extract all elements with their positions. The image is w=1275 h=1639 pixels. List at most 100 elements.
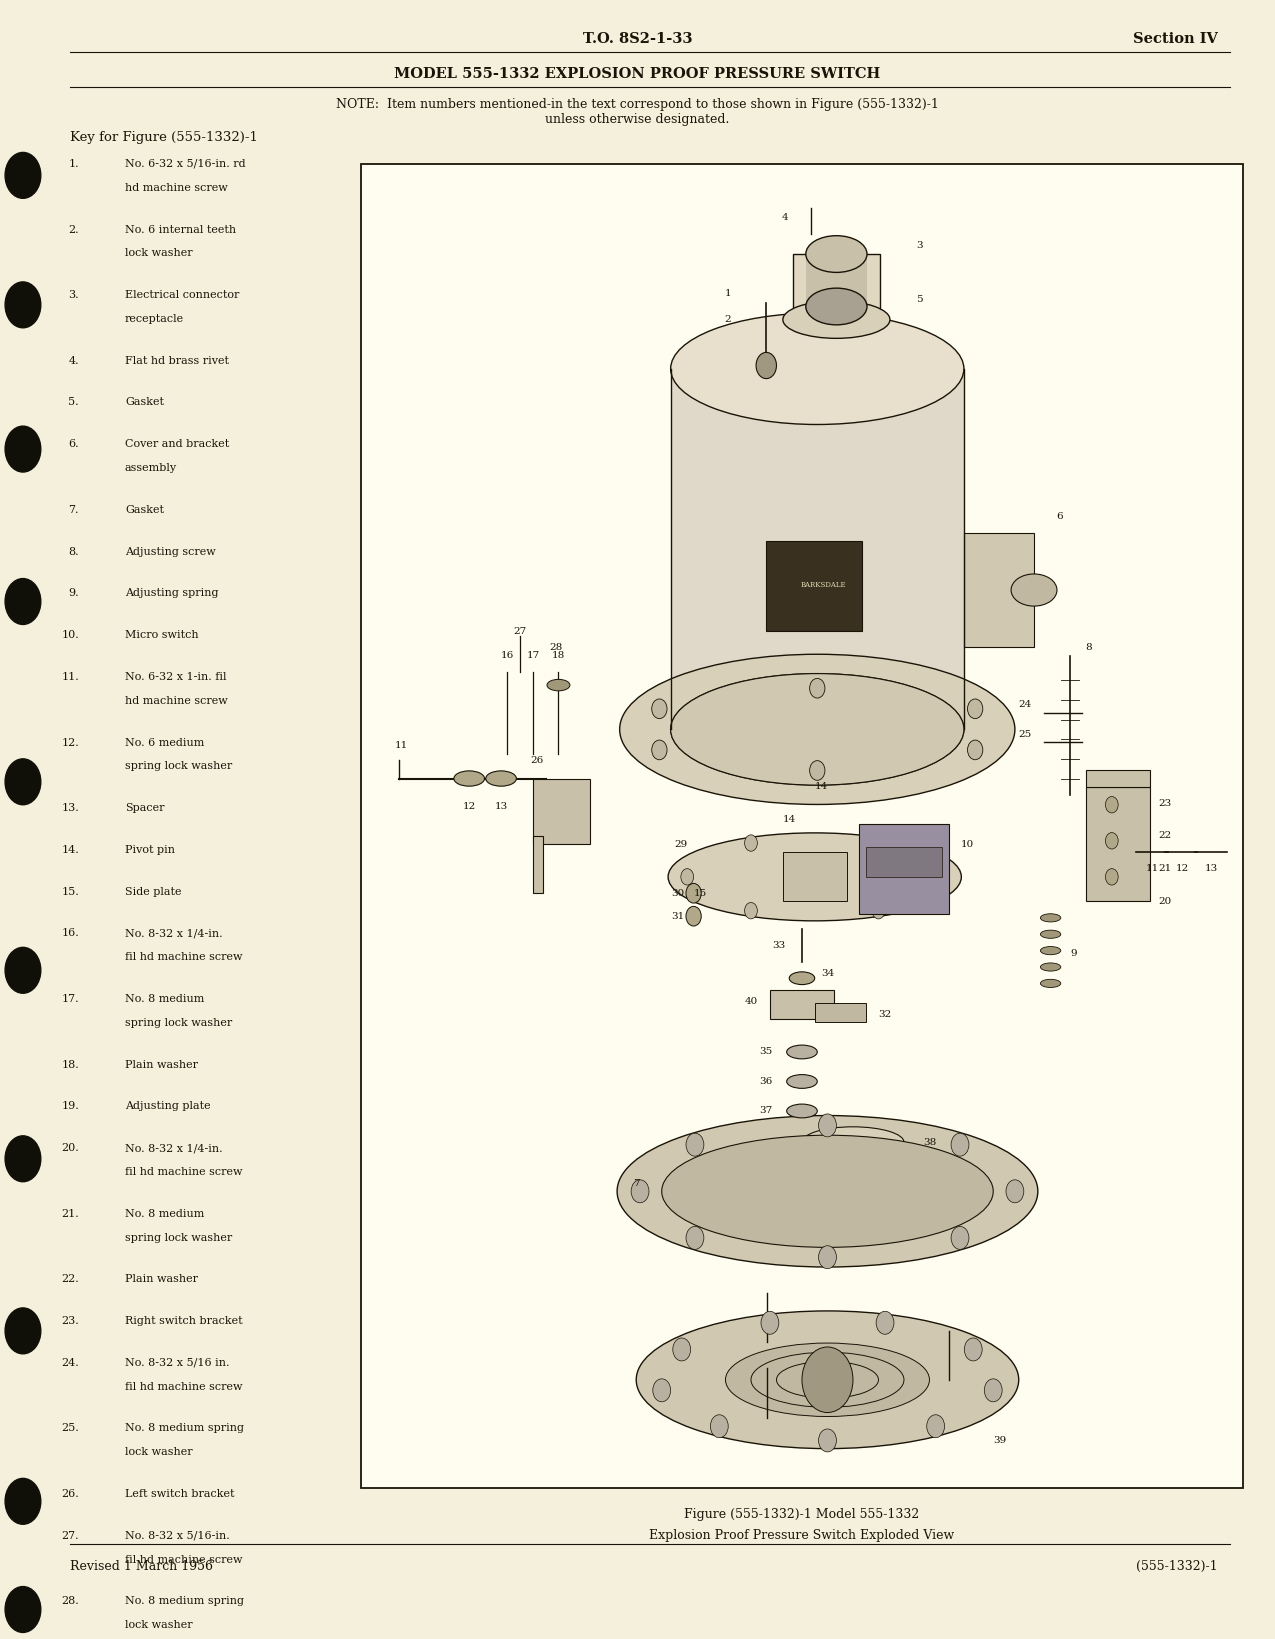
Text: assembly: assembly	[125, 462, 177, 474]
Text: Adjusting spring: Adjusting spring	[125, 588, 218, 598]
Text: Explosion Proof Pressure Switch Exploded View: Explosion Proof Pressure Switch Exploded…	[649, 1529, 955, 1542]
Text: Key for Figure (555-1332)-1: Key for Figure (555-1332)-1	[70, 131, 258, 144]
Text: 13: 13	[495, 801, 507, 811]
Text: 19.: 19.	[61, 1101, 79, 1111]
Text: 8: 8	[1085, 642, 1093, 652]
Text: 40: 40	[745, 997, 757, 1006]
Text: 9: 9	[1070, 949, 1077, 959]
Text: Flat hd brass rivet: Flat hd brass rivet	[125, 356, 230, 365]
Text: 15: 15	[694, 888, 706, 898]
Circle shape	[652, 741, 667, 760]
Circle shape	[5, 1136, 41, 1182]
Text: spring lock washer: spring lock washer	[125, 760, 232, 772]
Text: 7.: 7.	[69, 505, 79, 515]
Text: lock washer: lock washer	[125, 247, 193, 259]
Text: NOTE:  Item numbers mentioned‐in the text correspond to those shown in Figure (5: NOTE: Item numbers mentioned‐in the text…	[337, 98, 938, 111]
Text: 32: 32	[878, 1010, 891, 1019]
Ellipse shape	[776, 1362, 878, 1398]
Bar	[533, 779, 590, 844]
Text: Right switch bracket: Right switch bracket	[125, 1316, 242, 1326]
Circle shape	[5, 282, 41, 328]
Text: Side plate: Side plate	[125, 887, 181, 897]
Text: Revised 1 March 1956: Revised 1 March 1956	[70, 1560, 213, 1573]
Text: 26.: 26.	[61, 1490, 79, 1500]
Ellipse shape	[547, 679, 570, 692]
Ellipse shape	[787, 1075, 817, 1088]
Text: 5.: 5.	[69, 398, 79, 408]
Circle shape	[5, 1308, 41, 1354]
Text: 36: 36	[760, 1077, 773, 1087]
Circle shape	[1105, 797, 1118, 813]
Text: Gasket: Gasket	[125, 398, 164, 408]
Text: 34: 34	[821, 969, 834, 978]
Text: No. 8-32 x 1/4-in.: No. 8-32 x 1/4-in.	[125, 1144, 223, 1154]
Circle shape	[5, 152, 41, 198]
Text: No. 8 medium: No. 8 medium	[125, 993, 204, 1005]
Circle shape	[686, 1133, 704, 1155]
Text: 11: 11	[395, 741, 408, 751]
Circle shape	[710, 1414, 728, 1437]
Circle shape	[1006, 1180, 1024, 1203]
Text: lock washer: lock washer	[125, 1447, 193, 1457]
Text: Cover and bracket: Cover and bracket	[125, 439, 230, 449]
Text: 12: 12	[463, 801, 476, 811]
Text: 21.: 21.	[61, 1210, 79, 1219]
Circle shape	[872, 834, 885, 851]
Text: Gasket: Gasket	[125, 505, 164, 515]
Bar	[793, 254, 880, 320]
Text: Adjusting screw: Adjusting screw	[125, 547, 215, 557]
Ellipse shape	[1040, 980, 1061, 987]
Ellipse shape	[802, 1128, 904, 1157]
Text: No. 8-32 x 5/16 in.: No. 8-32 x 5/16 in.	[125, 1357, 230, 1369]
Text: spring lock washer: spring lock washer	[125, 1233, 232, 1242]
Text: No. 6 medium: No. 6 medium	[125, 738, 204, 747]
Ellipse shape	[751, 1352, 904, 1408]
Text: 11: 11	[1146, 864, 1159, 874]
Circle shape	[745, 903, 757, 919]
Bar	[770, 990, 834, 1019]
Text: 17: 17	[527, 651, 539, 661]
Text: No. 6-32 x 1-in. fil: No. 6-32 x 1-in. fil	[125, 672, 227, 682]
Circle shape	[5, 1478, 41, 1524]
Text: 31: 31	[672, 911, 685, 921]
Ellipse shape	[787, 1046, 817, 1059]
Bar	[815, 1003, 866, 1023]
Text: 27.: 27.	[61, 1531, 79, 1541]
Text: MODEL 555-1332 EXPLOSION PROOF PRESSURE SWITCH: MODEL 555-1332 EXPLOSION PROOF PRESSURE …	[394, 67, 881, 80]
Circle shape	[951, 1226, 969, 1249]
Text: 8.: 8.	[69, 547, 79, 557]
Circle shape	[927, 1414, 945, 1437]
Bar	[783, 852, 847, 901]
Text: fil hd machine screw: fil hd machine screw	[125, 1554, 242, 1565]
Circle shape	[872, 903, 885, 919]
Circle shape	[819, 1115, 836, 1137]
Ellipse shape	[617, 1116, 1038, 1267]
Text: 28.: 28.	[61, 1596, 79, 1606]
Text: 11.: 11.	[61, 672, 79, 682]
Ellipse shape	[671, 674, 964, 785]
Text: No. 6 internal teeth: No. 6 internal teeth	[125, 225, 236, 234]
Bar	[866, 847, 942, 877]
Circle shape	[968, 698, 983, 718]
Text: No. 8-32 x 1/4-in.: No. 8-32 x 1/4-in.	[125, 928, 223, 939]
Text: 22.: 22.	[61, 1275, 79, 1285]
Circle shape	[673, 1337, 691, 1360]
Text: 14: 14	[815, 782, 827, 792]
Text: 10.: 10.	[61, 629, 79, 641]
Circle shape	[5, 1587, 41, 1632]
Text: 35: 35	[760, 1047, 773, 1057]
Ellipse shape	[1040, 964, 1061, 970]
Text: 4.: 4.	[69, 356, 79, 365]
Text: Section IV: Section IV	[1132, 31, 1218, 46]
Ellipse shape	[783, 302, 890, 338]
Ellipse shape	[668, 833, 961, 921]
Text: 28: 28	[550, 642, 562, 652]
Text: 25.: 25.	[61, 1423, 79, 1434]
Text: lock washer: lock washer	[125, 1619, 193, 1631]
Text: fil hd machine screw: fil hd machine screw	[125, 1167, 242, 1177]
Text: Pivot pin: Pivot pin	[125, 846, 175, 856]
Ellipse shape	[789, 972, 815, 985]
Text: Figure (555-1332)-1 Model 555-1332: Figure (555-1332)-1 Model 555-1332	[685, 1508, 919, 1521]
Text: (555-1332)-1: (555-1332)-1	[1136, 1560, 1218, 1573]
Text: fil hd machine screw: fil hd machine screw	[125, 1382, 242, 1392]
